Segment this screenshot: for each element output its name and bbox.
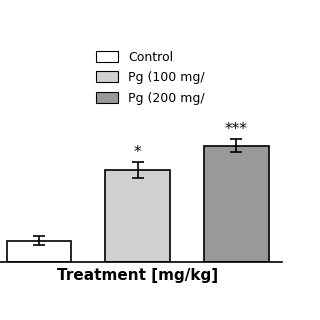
- Legend: Control, Pg (100 mg/, Pg (200 mg/: Control, Pg (100 mg/, Pg (200 mg/: [92, 47, 209, 108]
- Bar: [7, 241, 71, 262]
- X-axis label: Treatment [mg/kg]: Treatment [mg/kg]: [57, 268, 218, 283]
- Bar: [204, 146, 268, 262]
- Bar: [106, 170, 170, 262]
- Text: *: *: [134, 145, 141, 159]
- Text: ***: ***: [225, 122, 248, 137]
